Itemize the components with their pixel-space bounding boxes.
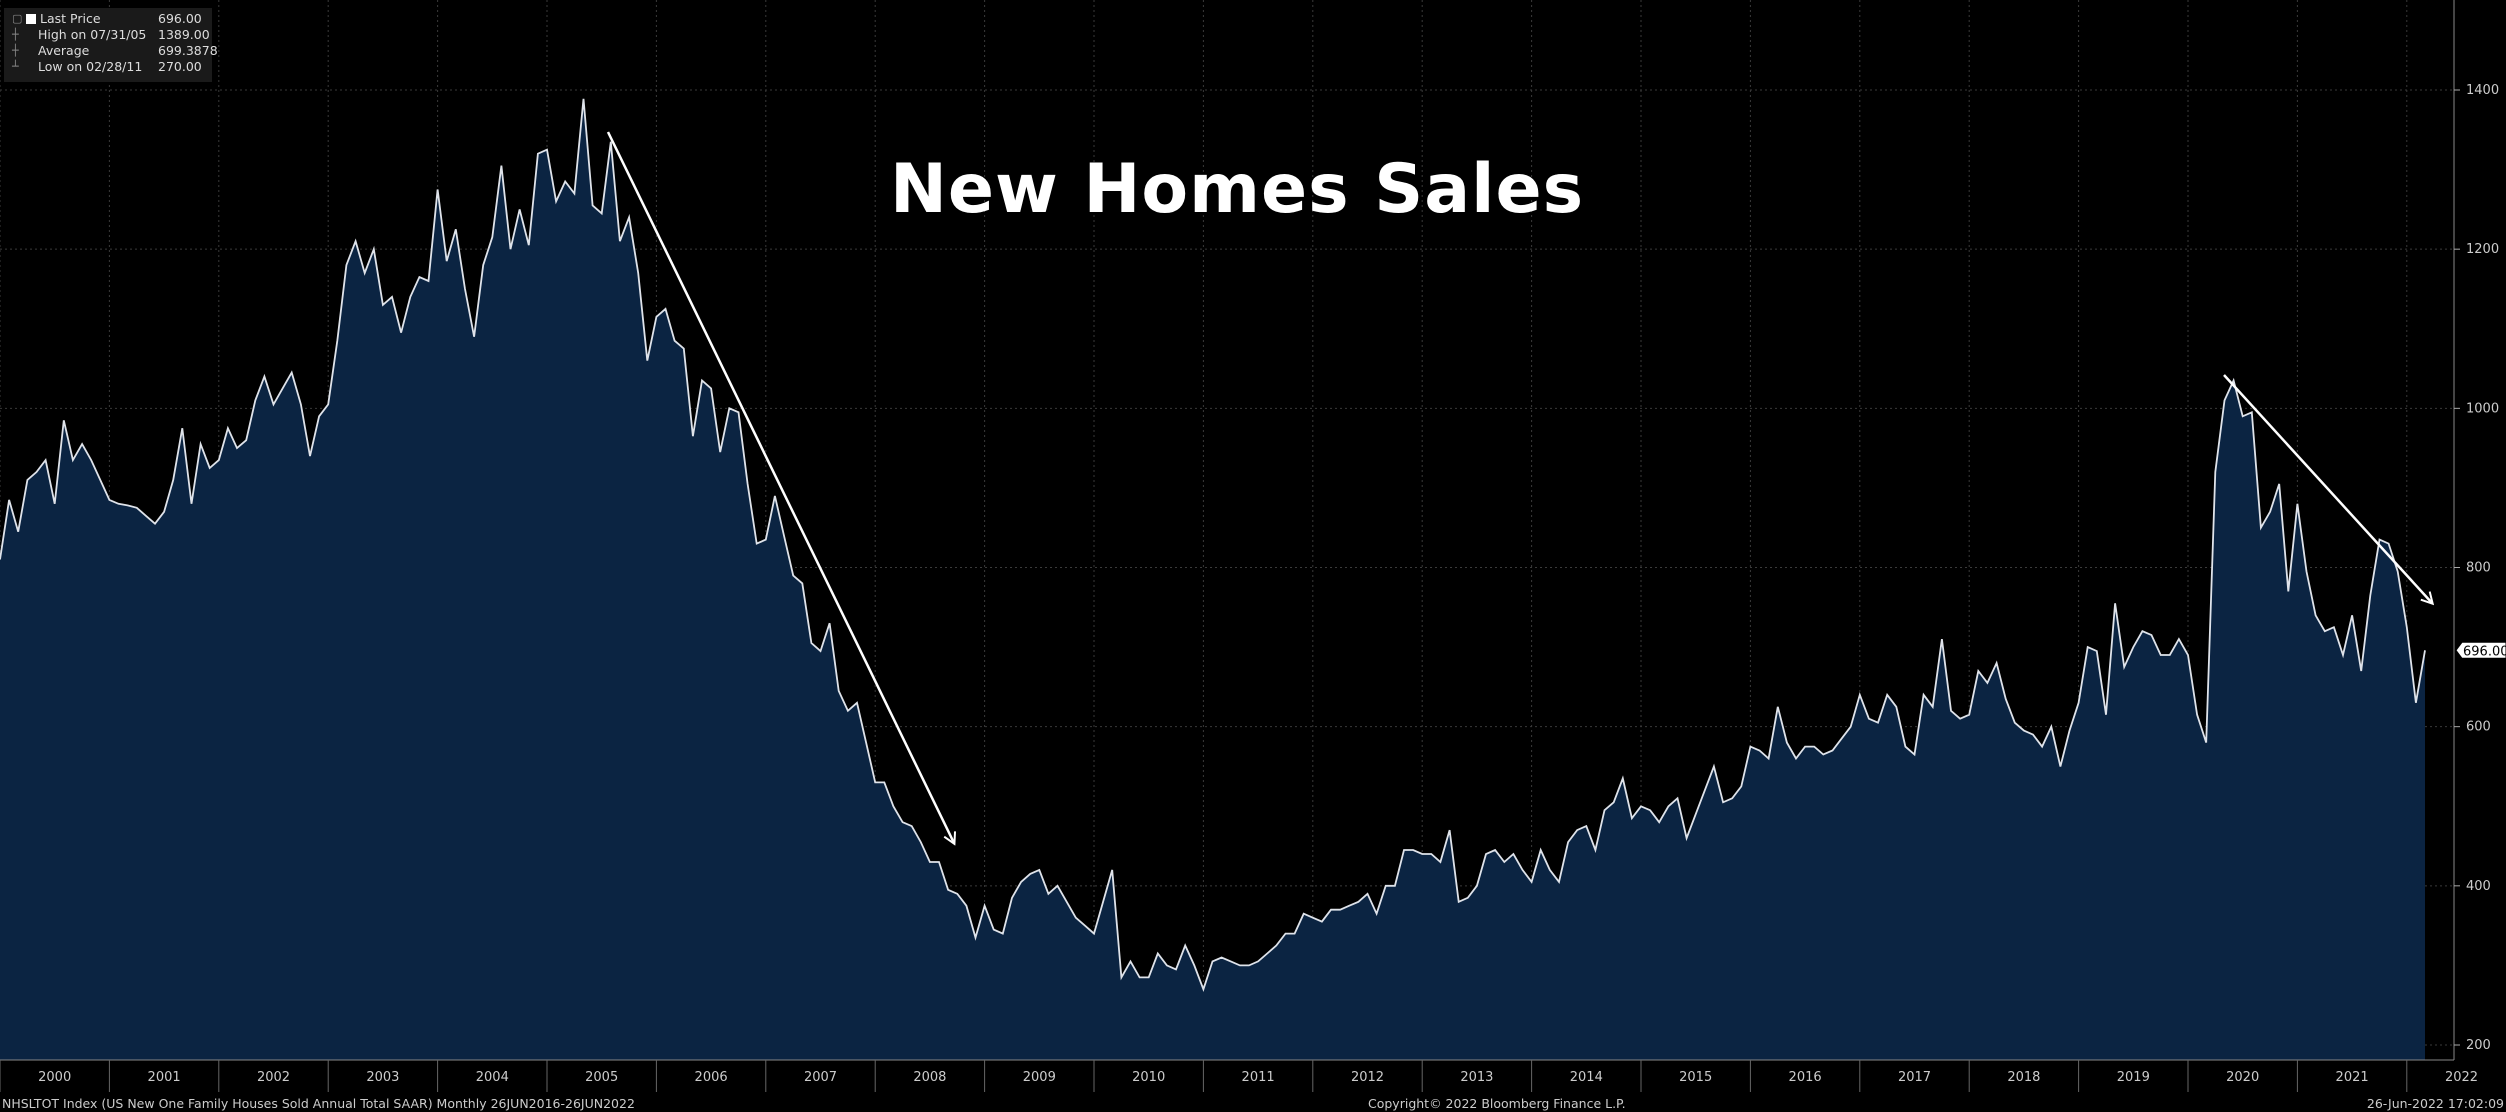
- x-tick-label: 2015: [1679, 1070, 1712, 1085]
- legend-last-price-label: Last Price: [40, 11, 101, 26]
- low-marker-icon: ┴: [12, 60, 19, 73]
- legend-high-label: High on 07/31/05: [38, 27, 147, 42]
- legend-high-value: 1389.00: [158, 27, 210, 42]
- footer-copyright: Copyright© 2022 Bloomberg Finance L.P.: [1368, 1096, 1626, 1111]
- y-tick-label: 600: [2466, 720, 2491, 735]
- x-tick-label: 2007: [804, 1070, 837, 1085]
- footer-ticker: NHSLTOT Index (US New One Family Houses …: [2, 1096, 635, 1111]
- x-tick-label: 2000: [38, 1070, 71, 1085]
- x-tick-label: 2022: [2445, 1070, 2478, 1085]
- x-tick-label: 2013: [1460, 1070, 1493, 1085]
- y-tick-label: 1400: [2466, 83, 2499, 98]
- x-tick-label: 2014: [1570, 1070, 1603, 1085]
- legend-average-label: Average: [38, 43, 90, 58]
- x-tick-label: 2002: [257, 1070, 290, 1085]
- y-tick-label: 400: [2466, 879, 2491, 894]
- legend-low: ┴ Low on 02/28/11 270.00: [10, 59, 210, 75]
- trend-arrow-2020-2022: [2223, 374, 2432, 603]
- x-tick-label: 2012: [1351, 1070, 1384, 1085]
- x-axis: 2000 2001 2002 2003 2004 2005 2006 2007 2008 2009…: [0, 1060, 2478, 1092]
- x-tick-label: 2018: [2007, 1070, 2040, 1085]
- x-tick-label: 2006: [695, 1070, 728, 1085]
- x-tick-label: 2001: [148, 1070, 181, 1085]
- x-tick-label: 2020: [2226, 1070, 2259, 1085]
- y-tick-label: 200: [2466, 1038, 2491, 1053]
- y-tick-label: 1200: [2466, 242, 2499, 257]
- x-tick-label: 2010: [1132, 1070, 1165, 1085]
- legend-last-price: ▢ Last Price 696.00: [10, 11, 210, 27]
- chart-title: New Homes Sales: [890, 150, 1585, 229]
- legend-low-label: Low on 02/28/11: [38, 59, 143, 74]
- x-tick-label: 2011: [1242, 1070, 1275, 1085]
- y-tick-label: 800: [2466, 561, 2491, 576]
- legend-swatch-icon: [26, 14, 36, 24]
- legend-high: ┼ High on 07/31/05 1389.00: [10, 27, 210, 43]
- x-tick-label: 2016: [1789, 1070, 1822, 1085]
- x-tick-label: 2008: [913, 1070, 946, 1085]
- legend-toggle-icon[interactable]: ▢: [12, 12, 23, 25]
- legend-low-value: 270.00: [158, 59, 202, 74]
- x-tick-label: 2005: [585, 1070, 618, 1085]
- average-marker-icon: ┼: [12, 44, 19, 57]
- x-tick-label: 2021: [2336, 1070, 2369, 1085]
- legend-average-value: 699.3878: [158, 43, 218, 58]
- legend-last-price-value: 696.00: [158, 11, 202, 26]
- high-marker-icon: ┼: [12, 28, 19, 41]
- y-tick-label: 1000: [2466, 401, 2499, 416]
- line-series: [0, 98, 2426, 993]
- footer-timestamp: 26-Jun-2022 17:02:09: [2366, 1096, 2504, 1111]
- x-tick-label: 2017: [1898, 1070, 1931, 1085]
- y-axis: 200 400 600 800 1000 1200 1400: [2454, 83, 2499, 1053]
- x-tick-label: 2004: [476, 1070, 509, 1085]
- area-series: [0, 98, 2425, 1061]
- legend-box: ▢ Last Price 696.00 ┼ High on 07/31/05 1…: [4, 8, 218, 82]
- last-value-label: 696.00: [2463, 644, 2506, 659]
- x-tick-label: 2003: [366, 1070, 399, 1085]
- trend-arrow-2005-2009: [606, 131, 954, 843]
- x-tick-label: 2009: [1023, 1070, 1056, 1085]
- legend-average: ┼ Average 699.3878: [10, 43, 218, 59]
- last-value-tag: 696.00: [2455, 641, 2506, 659]
- x-tick-label: 2019: [2117, 1070, 2150, 1085]
